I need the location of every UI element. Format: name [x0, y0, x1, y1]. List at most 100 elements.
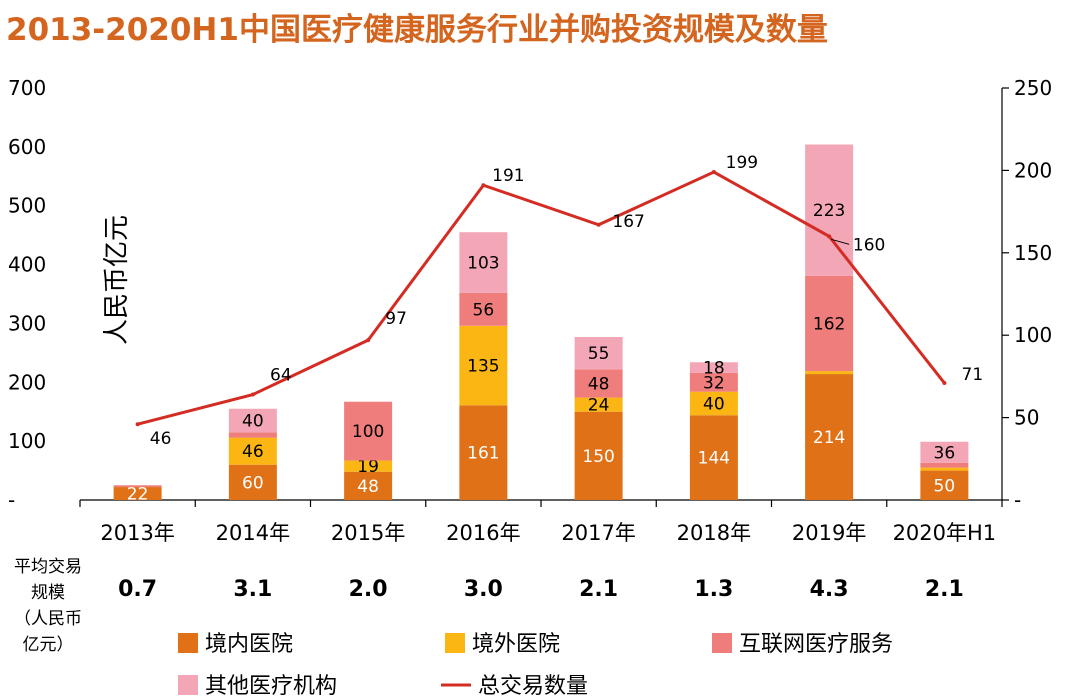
- y-tick-label: 500: [8, 194, 46, 218]
- bar-value-label: 144: [698, 449, 730, 469]
- line-point: [596, 222, 601, 227]
- avg-deal-size-value: 3.1: [233, 577, 272, 602]
- bar-segment: [920, 470, 969, 500]
- line-point: [942, 380, 947, 385]
- avg-deal-size-value: 3.0: [464, 577, 503, 602]
- avg-row-header: 规模: [31, 583, 65, 603]
- x-category-label: 2016年: [446, 521, 520, 545]
- category-labels: 2013年 2014年 2015年 2016年 2017年 2018年 2019年 2020年…: [100, 521, 996, 545]
- y2-tick-label: 250: [1014, 76, 1052, 100]
- line-point: [250, 392, 255, 397]
- bar-segment: [574, 336, 623, 370]
- bar-value-label: 214: [813, 428, 845, 448]
- bar-segment: [574, 369, 623, 398]
- line-point: [481, 183, 486, 188]
- chart-title: 2013-2020H1中国医疗健康服务行业并购投资规模及数量: [6, 12, 828, 48]
- bar-segment: [805, 144, 854, 276]
- bar-segment: [805, 371, 854, 375]
- avg-deal-size-value: 1.3: [694, 577, 733, 602]
- avg-deal-size-value: 2.1: [925, 577, 964, 602]
- y-tick-label: 300: [8, 311, 46, 335]
- avg-deal-size-value: 4.3: [810, 577, 849, 602]
- bar-segment: [113, 487, 162, 500]
- avg-row-header: （人民币: [14, 609, 82, 629]
- bar-segment: [920, 467, 969, 471]
- x-category-label: 2013年: [100, 521, 174, 545]
- bar-segment: [344, 401, 393, 461]
- bar-segment: [689, 362, 738, 373]
- x-category-label: 2020年H1: [893, 521, 997, 545]
- y-tick-label: 700: [8, 76, 46, 100]
- bar-segment: [805, 275, 854, 372]
- line-point: [711, 170, 716, 175]
- bars: 2260464048191001611355610315024485514440…: [113, 144, 969, 505]
- bar-value-label: 150: [582, 447, 614, 467]
- line-value-label: 71: [962, 365, 984, 385]
- bar-segment: [459, 292, 508, 326]
- y-tick-label: 200: [8, 370, 46, 394]
- bar-segment: [344, 460, 393, 472]
- bar-segment: [459, 325, 508, 406]
- bar-value-label: 19: [357, 457, 379, 477]
- bar-value-label: 40: [703, 394, 725, 414]
- line-value-label: 64: [270, 366, 292, 386]
- line-label-leader: [830, 238, 850, 245]
- line-value-label: 199: [726, 153, 758, 173]
- y-tick-label: 400: [8, 253, 46, 277]
- legend-swatch: [712, 633, 732, 653]
- bar-value-label: 103: [467, 254, 499, 274]
- bar-value-label: 135: [467, 357, 499, 377]
- avg-deal-size-value: 2.0: [349, 577, 388, 602]
- bar-value-label: 161: [467, 444, 499, 464]
- bar-segment: [228, 437, 277, 465]
- bar-value-label: 48: [357, 477, 379, 497]
- bar-value-label: 223: [813, 201, 845, 221]
- y2-tick-label: -: [1014, 488, 1021, 512]
- bar-value-label: 162: [813, 314, 845, 334]
- bar-value-label: 24: [588, 396, 610, 416]
- bar-value-label: 56: [473, 300, 495, 320]
- line-point: [135, 422, 140, 427]
- bar-segment: [689, 415, 738, 500]
- x-category-label: 2015年: [331, 521, 405, 545]
- bar-value-label: 40: [242, 412, 264, 432]
- line-value-label: 97: [385, 309, 407, 329]
- legend-label: 互联网医疗服务: [739, 632, 893, 657]
- y2-tick-label: 50: [1014, 406, 1039, 430]
- legend-label: 境外医院: [472, 632, 560, 657]
- bar-segment: [805, 374, 854, 500]
- x-category-label: 2018年: [677, 521, 751, 545]
- bar-value-label: 32: [703, 373, 725, 393]
- line-path: [137, 170, 946, 426]
- avg-row-header: 亿元）: [23, 635, 74, 655]
- deal-count-line: 46 64 97 191 167 199 160 71: [135, 153, 984, 449]
- bar-segment: [228, 464, 277, 500]
- bar-value-label: 18: [703, 359, 725, 379]
- legend-swatch: [445, 633, 465, 653]
- legend-label: 其他医疗机构: [205, 674, 337, 699]
- line-value-label: 46: [150, 429, 172, 449]
- x-category-label: 2014年: [216, 521, 290, 545]
- line-value-label: 160: [853, 235, 885, 255]
- y-tick-label: 600: [8, 135, 46, 159]
- bar-segment: [459, 232, 508, 293]
- axes: - 100 200 300 400 500 600 700 - 50 100 150 200 250: [8, 76, 1052, 512]
- bar-segment: [689, 372, 738, 392]
- y-axis-label: 人民币亿元: [102, 215, 132, 345]
- avg-deal-size-value: 0.7: [118, 577, 157, 602]
- bar-segment: [920, 441, 969, 463]
- bar-segment: [459, 405, 508, 500]
- bar-segment: [228, 408, 277, 433]
- bar-value-label: 48: [588, 374, 610, 394]
- y-tick-label: 100: [8, 429, 46, 453]
- bar-value-label: 50: [934, 476, 956, 496]
- legend-label: 总交易数量: [478, 674, 588, 699]
- x-category-label: 2019年: [792, 521, 866, 545]
- legend-swatch: [178, 675, 198, 695]
- line-value-label: 191: [492, 166, 524, 186]
- legend-label: 境内医院: [205, 632, 293, 657]
- bar-segment: [574, 411, 623, 500]
